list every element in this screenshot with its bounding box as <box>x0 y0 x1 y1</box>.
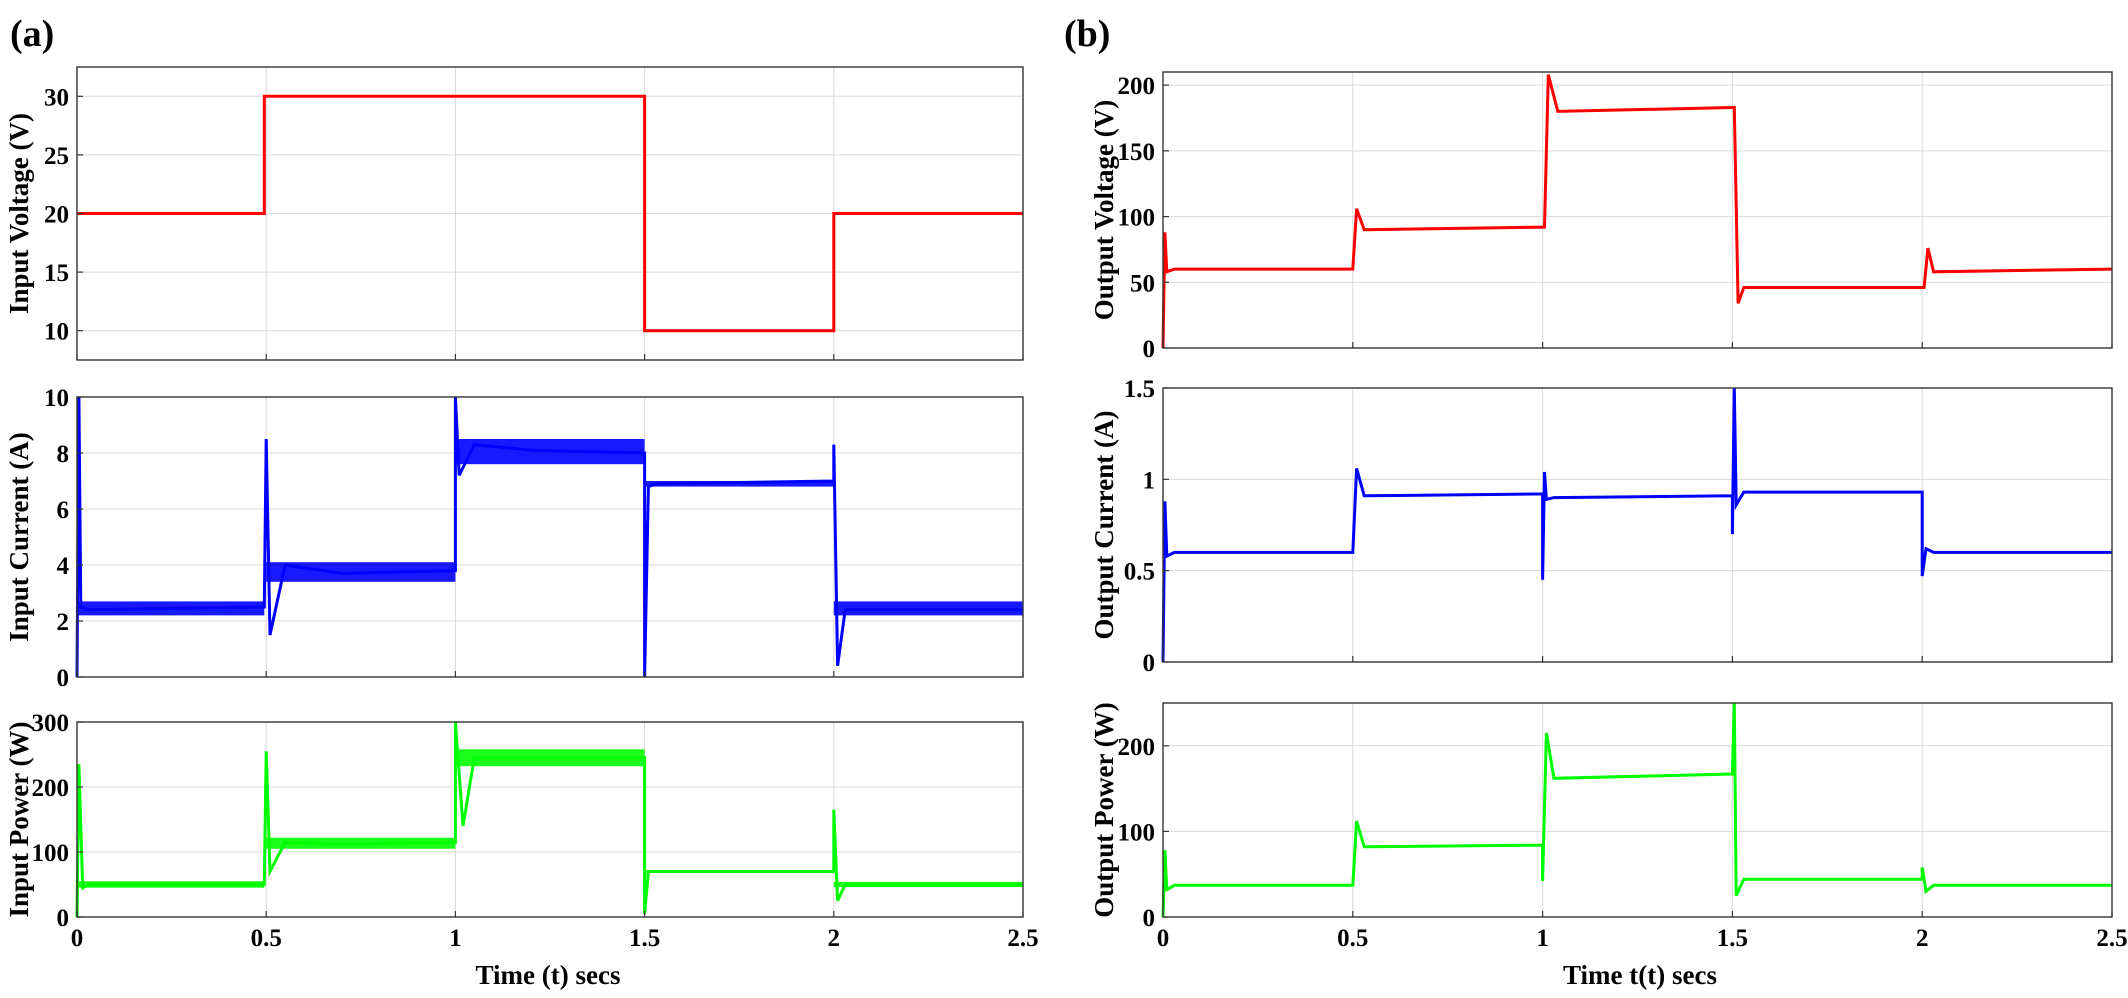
output-voltage-y-axis-label: Output Voltage (V) <box>1089 100 1119 321</box>
output-current-y-axis-label: Output Current (A) <box>1089 411 1119 640</box>
output-power-y-tick-label: 200 <box>1118 734 1156 761</box>
input-power-y-tick-label: 100 <box>32 840 70 867</box>
output-voltage-axes-frame <box>1162 71 2113 349</box>
output-voltage-y-tick-label: 50 <box>1130 270 1155 297</box>
output-current-y-tick-label: 1.5 <box>1124 376 1155 403</box>
output-power-x-tick-label: 0.5 <box>1337 925 1368 952</box>
output-current-y-tick-label: 0.5 <box>1124 559 1155 586</box>
output-voltage-y-tick-label: 150 <box>1118 139 1156 166</box>
input-current-y-tick-label: 2 <box>57 609 70 636</box>
input-current-y-tick-label: 0 <box>57 665 70 692</box>
input-current-y-tick-label: 4 <box>57 553 70 580</box>
input-power-y-tick-label: 0 <box>57 905 70 932</box>
output-power-x-tick-label: 0 <box>1157 925 1170 952</box>
input-voltage-y-tick-label: 30 <box>44 84 69 111</box>
input-power-series-line <box>75 721 1023 918</box>
input-power-y-tick-label: 300 <box>32 710 70 737</box>
input-current-plot: 0 2 4 6 8 10 Input Current (A) <box>4 385 1024 692</box>
input-current-y-tick-label: 6 <box>57 497 70 524</box>
output-power-x-tick-label: 1.5 <box>1717 925 1748 952</box>
output-power-y-tick-label: 100 <box>1118 819 1156 846</box>
input-current-y-axis-label: Input Current (A) <box>4 432 34 642</box>
input-current-series-line <box>75 396 1023 678</box>
output-power-x-tick-label: 1 <box>1536 925 1549 952</box>
input-voltage-y-tick-label: 10 <box>44 319 69 346</box>
output-power-plot: 0 100 200 0 0.5 1 1.5 2 2.5 Output Power (W) <box>1089 702 2128 952</box>
panel-b-x-axis-label: Time t(t) secs <box>1563 960 1717 990</box>
input-power-y-axis-label: Input Power (W) <box>4 721 34 917</box>
input-power-x-tick-label: 2.5 <box>1007 925 1038 952</box>
output-voltage-y-tick-label: 0 <box>1143 336 1156 363</box>
input-power-x-tick-label: 2 <box>828 925 841 952</box>
input-voltage-y-tick-label: 15 <box>44 260 69 287</box>
output-current-y-tick-label: 0 <box>1143 650 1156 677</box>
input-power-x-tick-label: 0 <box>71 925 84 952</box>
output-power-series-line <box>1161 702 2112 918</box>
panel-a-label: (a) <box>10 13 54 55</box>
output-current-series-line <box>1161 387 2112 663</box>
input-voltage-plot: 10 15 20 25 30 Input Voltage (V) <box>4 66 1024 361</box>
input-power-x-tick-label: 1 <box>449 925 462 952</box>
output-power-x-tick-label: 2.5 <box>2096 925 2127 952</box>
input-current-axes-frame <box>76 396 1024 678</box>
output-voltage-series-line <box>1161 74 2113 349</box>
output-power-x-tick-label: 2 <box>1916 925 1929 952</box>
output-voltage-y-tick-label: 200 <box>1118 73 1156 100</box>
output-current-axes-frame <box>1162 387 2113 663</box>
input-power-y-tick-label: 200 <box>32 775 70 802</box>
input-voltage-y-axis-label: Input Voltage (V) <box>4 113 34 314</box>
input-power-x-tick-label: 0.5 <box>251 925 282 952</box>
panel-a-x-axis-label: Time (t) secs <box>476 960 621 990</box>
input-voltage-series-line <box>77 94 1023 333</box>
input-current-y-tick-label: 10 <box>44 385 69 412</box>
output-power-axes-frame <box>1162 702 2113 918</box>
input-power-plot: 0 100 200 300 0 0.5 1 1.5 2 2.5 Input Power (W) <box>4 710 1039 952</box>
panel-b-label: (b) <box>1064 13 1110 55</box>
output-power-y-tick-label: 0 <box>1143 905 1156 932</box>
input-voltage-y-tick-label: 25 <box>44 143 69 170</box>
input-voltage-y-tick-label: 20 <box>44 202 69 229</box>
output-power-y-axis-label: Output Power (W) <box>1089 702 1119 918</box>
input-power-x-tick-label: 1.5 <box>629 925 660 952</box>
input-power-axes-frame <box>76 721 1024 918</box>
input-current-y-tick-label: 8 <box>57 441 70 468</box>
output-current-y-tick-label: 1 <box>1143 467 1156 494</box>
output-voltage-y-tick-label: 100 <box>1118 205 1156 232</box>
